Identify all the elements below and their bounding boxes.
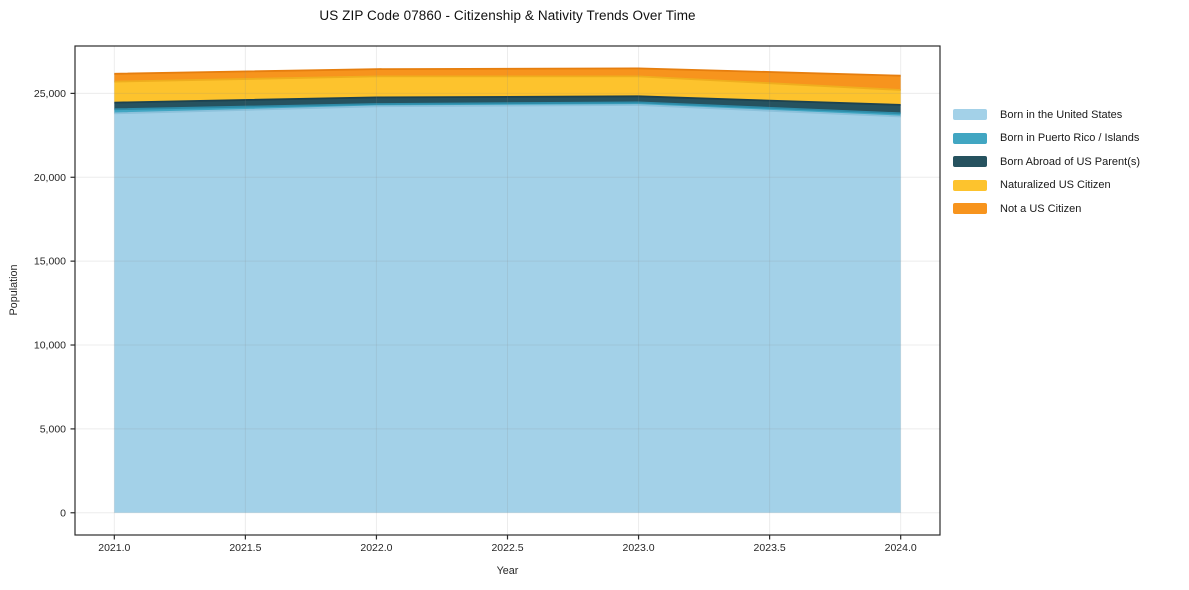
legend-item[interactable]: Born in Puerto Rico / Islands bbox=[953, 127, 1140, 151]
edge-series-1 bbox=[114, 101, 901, 115]
legend-label: Naturalized US Citizen bbox=[1000, 179, 1111, 192]
y-axis-label: Population bbox=[8, 264, 20, 316]
legend: Born in the United States Born in Puerto… bbox=[953, 103, 1140, 221]
legend-swatch bbox=[953, 179, 987, 191]
legend-item[interactable]: Born Abroad of US Parent(s) bbox=[953, 150, 1140, 174]
legend-label: Born Abroad of US Parent(s) bbox=[1000, 155, 1141, 168]
edge-series-0 bbox=[114, 104, 901, 118]
edge-series-4 bbox=[114, 67, 901, 77]
legend-swatch bbox=[953, 109, 987, 121]
area-series-0 bbox=[114, 105, 901, 513]
y-tick-label: 5,000 bbox=[40, 423, 66, 435]
legend-item[interactable]: Not a US Citizen bbox=[953, 197, 1140, 221]
y-tick-label: 25,000 bbox=[34, 88, 66, 100]
x-tick-label: 2023.5 bbox=[754, 542, 786, 554]
x-tick-label: 2021.0 bbox=[98, 542, 130, 554]
edge-series-2 bbox=[114, 95, 901, 106]
x-tick-label: 2022.0 bbox=[360, 542, 392, 554]
y-tick-label: 15,000 bbox=[34, 256, 66, 268]
legend-label: Born in Puerto Rico / Islands bbox=[1000, 132, 1140, 145]
y-tick-label: 0 bbox=[60, 507, 66, 519]
x-tick-label: 2023.0 bbox=[622, 542, 654, 554]
y-tick-label: 20,000 bbox=[34, 172, 66, 184]
x-tick-label: 2024.0 bbox=[885, 542, 917, 554]
legend-item[interactable]: Naturalized US Citizen bbox=[953, 174, 1140, 198]
legend-swatch bbox=[953, 132, 987, 144]
legend-swatch bbox=[953, 156, 987, 168]
legend-label: Born in the United States bbox=[1000, 108, 1123, 121]
edge-series-3 bbox=[114, 75, 901, 91]
x-tick-label: 2021.5 bbox=[229, 542, 261, 554]
area-series-2 bbox=[114, 96, 901, 114]
x-axis-label: Year bbox=[496, 565, 519, 577]
y-tick-label: 10,000 bbox=[34, 340, 66, 352]
legend-label: Not a US Citizen bbox=[1000, 202, 1082, 215]
chart-title: US ZIP Code 07860 - Citizenship & Nativi… bbox=[319, 8, 696, 23]
x-tick-label: 2022.5 bbox=[491, 542, 523, 554]
legend-item[interactable]: Born in the United States bbox=[953, 103, 1140, 127]
area-series-4 bbox=[114, 68, 901, 90]
legend-swatch bbox=[953, 203, 987, 215]
